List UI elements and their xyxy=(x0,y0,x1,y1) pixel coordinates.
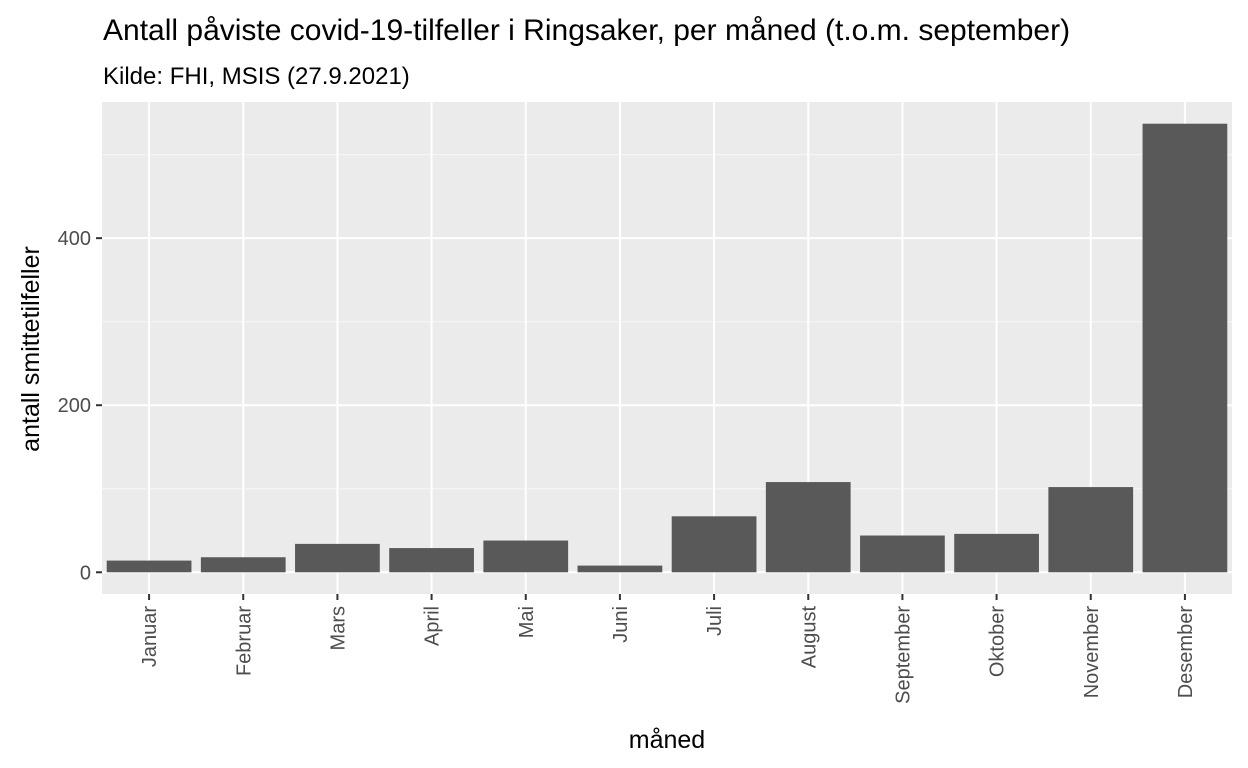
x-tick-label: April xyxy=(422,606,444,646)
bar xyxy=(389,548,474,573)
x-axis: Januar Februar Mars April Mai Juni Juli August S… xyxy=(139,594,1197,704)
bar xyxy=(954,533,1039,573)
bar xyxy=(483,540,569,573)
x-tick-label: Mai xyxy=(516,606,538,638)
bar xyxy=(1142,123,1228,573)
bar xyxy=(671,516,757,573)
x-tick-label: September xyxy=(892,606,914,704)
chart-subtitle: Kilde: FHI, MSIS (27.9.2021) xyxy=(103,63,410,90)
bar xyxy=(860,535,945,573)
y-tick-label: 200 xyxy=(58,395,91,417)
x-axis-title: måned xyxy=(629,726,705,754)
x-tick-label: August xyxy=(798,606,820,669)
y-tick-label: 0 xyxy=(80,562,91,584)
chart-title: Antall påviste covid-19-tilfeller i Ring… xyxy=(103,14,1070,47)
x-tick-label: Januar xyxy=(139,606,161,667)
x-tick-label: Februar xyxy=(233,606,255,676)
bar xyxy=(765,482,851,573)
bar xyxy=(577,565,663,573)
bar xyxy=(295,543,380,573)
minor-gridlines xyxy=(102,154,1232,490)
x-tick-label: Desember xyxy=(1175,606,1197,699)
x-tick-label: Juni xyxy=(610,606,632,643)
x-tick-label: November xyxy=(1081,606,1103,699)
y-axis-title: antall smittetilfeller xyxy=(17,246,45,452)
bar xyxy=(200,557,286,573)
bar xyxy=(1048,487,1134,573)
plot-panel xyxy=(102,102,1232,594)
x-tick-label: Juli xyxy=(704,606,726,636)
x-tick-label: Mars xyxy=(327,606,349,650)
y-axis: 0 200 400 xyxy=(58,228,102,584)
x-tick-label: Oktober xyxy=(987,606,1009,677)
bars xyxy=(106,123,1228,573)
y-tick-label: 400 xyxy=(58,228,91,250)
bar xyxy=(106,560,192,573)
major-gridlines xyxy=(102,102,1232,594)
